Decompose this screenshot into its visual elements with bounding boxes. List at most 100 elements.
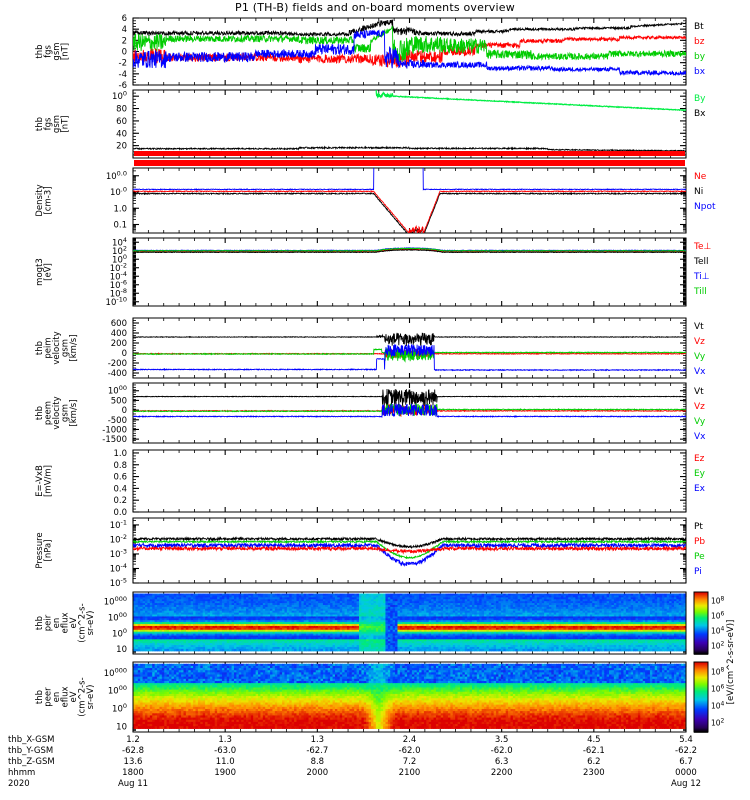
y-tick-label: -1500 (102, 435, 127, 445)
y-tick-label: 200 (111, 339, 127, 349)
xaxis-tick-value: 5.4 (679, 735, 693, 745)
legend-label: bz (694, 37, 705, 47)
y-tick-label: 10000 (104, 595, 127, 608)
y-axis-label: [eV] (44, 263, 54, 281)
y-tick-label: 0.1 (113, 221, 127, 231)
y-axis-label: gsm (52, 42, 62, 60)
xaxis-tick-value: 8.8 (311, 757, 325, 767)
y-tick-label: 0 (122, 48, 127, 58)
y-axis-label: peir (44, 614, 54, 631)
y-axis-label: thb (35, 341, 45, 355)
legend-label: Npot (694, 202, 716, 212)
y-axis-label: [cm-3] (44, 186, 54, 214)
data-series (133, 168, 686, 191)
data-series (133, 539, 686, 560)
y-tick-label: 6 (122, 14, 127, 24)
xaxis-tick-value: 0000 (675, 768, 697, 778)
y-axis-label: [km/s] (69, 399, 79, 426)
y-axis-label: [nPa] (44, 540, 54, 562)
colorbar-tick-label: 106 (711, 610, 725, 620)
y-tick-label: -500 (108, 416, 127, 426)
data-series (133, 145, 686, 153)
xaxis-tick-value: 2000 (307, 768, 329, 778)
xaxis-row-label: thb_Z-GSM (8, 757, 55, 767)
xaxis-tick-value: -62.8 (122, 746, 144, 756)
xaxis-tick-value: 2300 (583, 768, 605, 778)
legend-label: Ex (694, 484, 706, 494)
data-series (133, 541, 686, 567)
y-tick-label: 1000 (108, 611, 127, 624)
legend-label: Vt (694, 387, 704, 397)
xaxis-row-label: hhmm (8, 768, 35, 778)
y-axis-label: gsm (52, 115, 62, 133)
y-axis-label: (cm^2-s- (78, 677, 88, 716)
y-axis-label: peim (44, 337, 54, 358)
y-tick-label: -400 (108, 369, 127, 379)
y-tick-label: 1000 (108, 684, 127, 697)
y-tick-label: 500 (111, 396, 127, 406)
data-series (133, 247, 686, 252)
y-axis-label: sr-eV) (86, 685, 96, 710)
legend-label: Vz (694, 337, 705, 347)
y-tick-label: 100 (112, 627, 127, 640)
y-axis-label: eflux (61, 612, 71, 633)
xaxis-tick-value: 6.7 (679, 757, 693, 767)
y-axis-label: Pressure (35, 532, 45, 568)
colorbar-tick-label: 104 (711, 701, 725, 711)
y-axis-label: thb (35, 44, 45, 58)
colorbar-tick-label: 108 (711, 666, 725, 676)
y-axis-label: (cm^2-s- (78, 603, 88, 642)
xaxis-tick-value: -62.0 (399, 746, 421, 756)
legend-label: Vy (694, 352, 706, 362)
data-series (133, 332, 686, 346)
colorbar-tick-label: 102 (711, 718, 725, 728)
colorbar-tick-label: 108 (711, 595, 725, 605)
panel-frame-density (132, 167, 687, 234)
xaxis-row-label: thb_X-GSM (8, 735, 54, 745)
xaxis-tick-value: 3.5 (495, 735, 509, 745)
data-series (133, 344, 686, 372)
y-axis-label: peem (44, 401, 54, 425)
data-series (134, 151, 685, 156)
legend-label: Pb (694, 537, 705, 547)
legend-label: Ti⊥ (693, 272, 710, 282)
xaxis-tick-value: 1.3 (311, 735, 325, 745)
y-axis-label: E=-VxB (35, 465, 45, 497)
xaxis-tick-value: 4.5 (587, 735, 601, 745)
y-tick-label: 10.0 (110, 186, 127, 199)
xaxis-tick-value: 7.2 (403, 757, 417, 767)
data-series (133, 545, 686, 555)
y-tick-label: -6 (119, 81, 127, 91)
y-tick-label: 600 (111, 319, 127, 329)
legend-label: Vx (694, 367, 706, 377)
legend-label: Ey (694, 469, 706, 479)
legend-label: Vx (694, 432, 706, 442)
data-series (375, 90, 686, 112)
y-tick-label: 0.0 (113, 508, 127, 518)
y-tick-label: 10 (116, 645, 127, 655)
xaxis-tick-value: 13.6 (124, 757, 143, 767)
y-tick-label: 1000 (108, 384, 127, 397)
data-series (133, 19, 686, 38)
y-tick-label: 10-3 (110, 547, 127, 560)
y-tick-label: 2 (122, 36, 127, 46)
legend-label: Vz (694, 402, 705, 412)
xaxis-tick-value: 1.2 (126, 735, 140, 745)
legend-label: Ez (694, 454, 705, 464)
y-tick-label: 100 (112, 90, 127, 103)
legend-label: Pe (694, 552, 705, 562)
xaxis-tick-value: -62.7 (306, 746, 328, 756)
data-series (133, 249, 686, 254)
legend-label: Till (693, 287, 707, 297)
y-tick-label: 10-4 (110, 562, 127, 575)
y-tick-label: 0 (122, 349, 127, 359)
xaxis-tick-value: 2200 (491, 768, 513, 778)
xaxis-tick-value: -62.0 (491, 746, 513, 756)
legend-label: Pi (694, 567, 702, 577)
y-axis-label: gsm (61, 404, 71, 422)
legend-label: Bt (694, 22, 704, 32)
colorbar-tick-label: 104 (711, 626, 725, 636)
spectrogram-peer-spectrogram (133, 663, 686, 729)
